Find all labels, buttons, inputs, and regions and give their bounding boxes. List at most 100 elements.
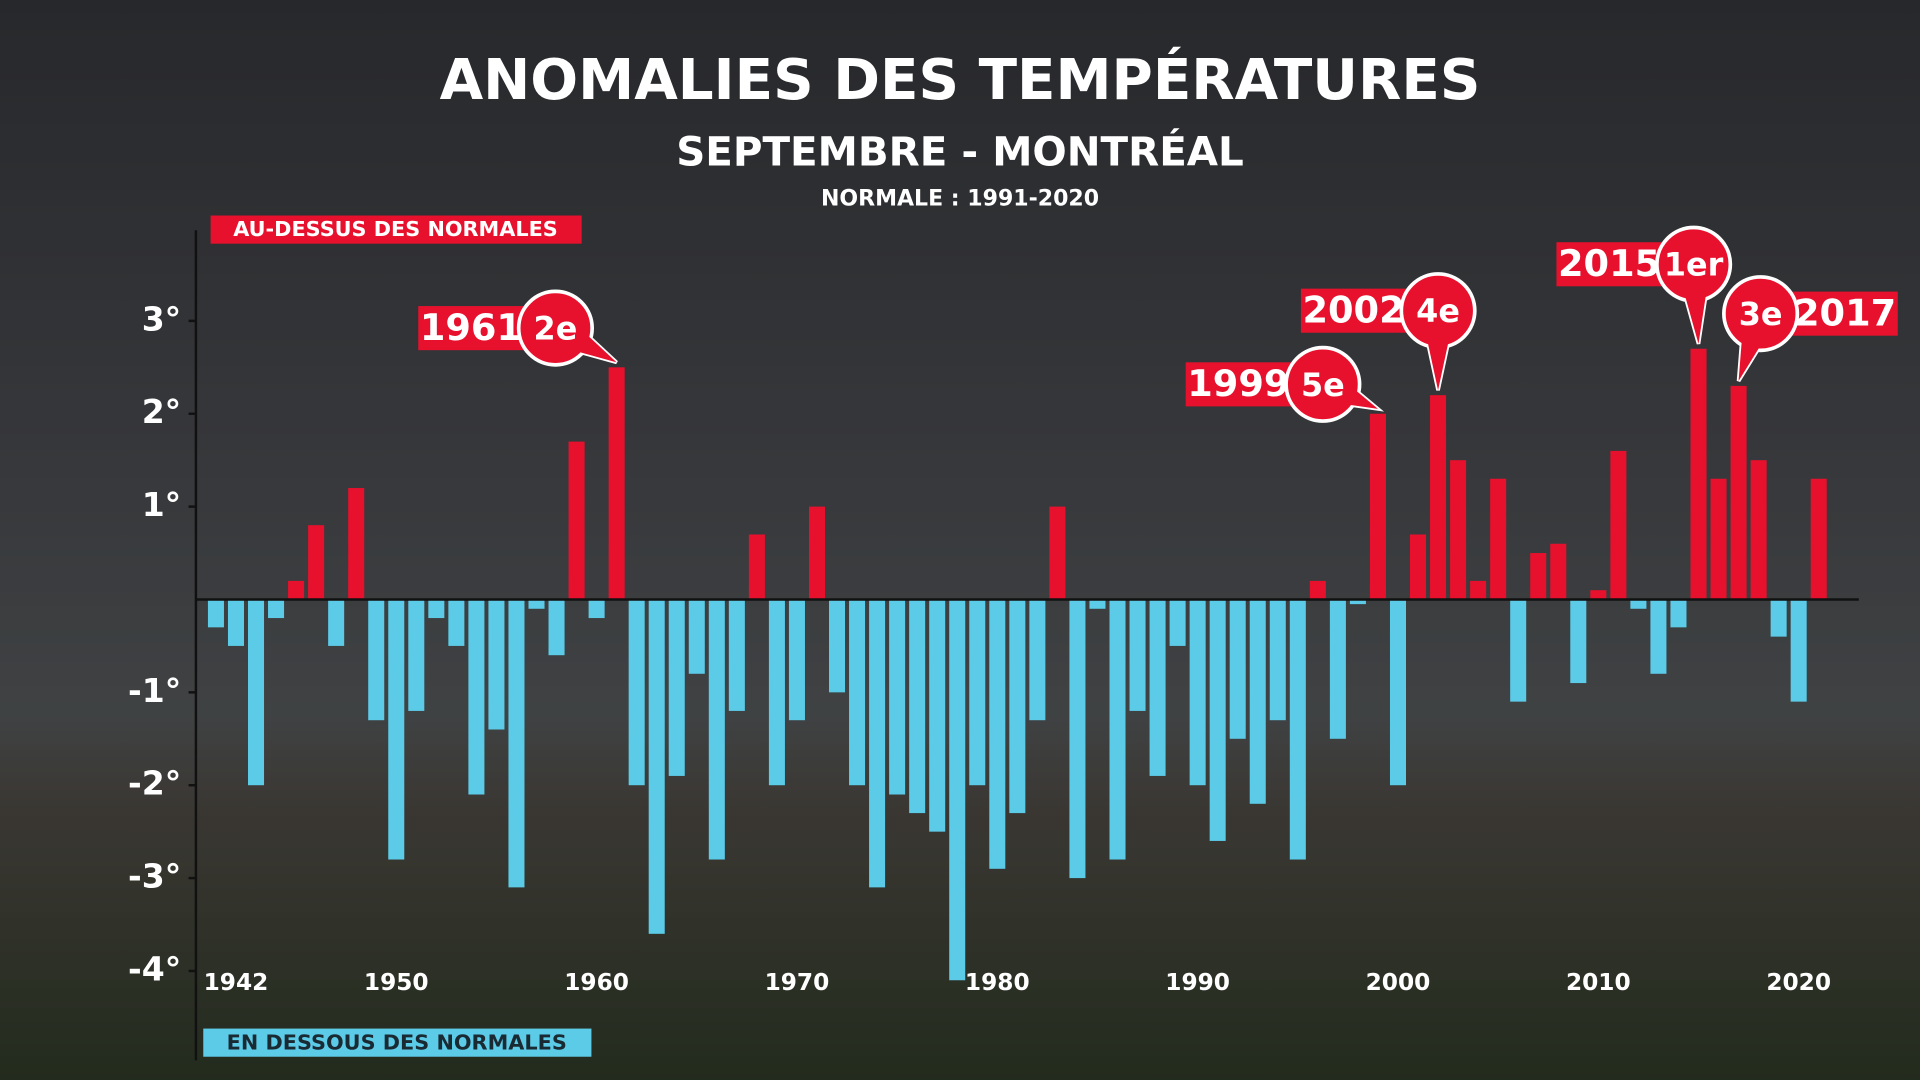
annotation-rank: 2e — [534, 310, 578, 348]
bar — [1049, 506, 1066, 600]
annotation-label-box — [418, 306, 524, 351]
bar — [1229, 599, 1246, 739]
annotation-rank: 1er — [1664, 246, 1724, 284]
chart-title: ANOMALIES DES TEMPÉRATURES — [440, 45, 1481, 113]
bar — [849, 599, 866, 786]
bar — [1430, 395, 1447, 600]
bar — [1750, 460, 1767, 600]
bar — [488, 599, 505, 730]
bar — [1269, 599, 1286, 721]
annotation-pointer-fill — [547, 313, 617, 363]
annotation-rank: 5e — [1301, 366, 1345, 404]
y-tick-label: -4° — [128, 949, 181, 988]
bar — [829, 599, 846, 693]
y-tick-label: -3° — [128, 857, 181, 896]
bar — [288, 580, 305, 600]
x-tick-label: 1990 — [1165, 969, 1230, 996]
bar — [708, 599, 725, 860]
bar — [568, 441, 585, 600]
bar — [889, 599, 906, 795]
x-tick-label: 2010 — [1566, 969, 1631, 996]
bar — [1349, 599, 1366, 605]
bar — [788, 599, 805, 721]
bar — [628, 599, 645, 786]
bar — [308, 525, 325, 600]
bar — [528, 599, 545, 609]
bar — [328, 599, 345, 646]
bar — [808, 506, 825, 600]
y-tick-label: -1° — [128, 671, 181, 710]
annotation-rank: 4e — [1416, 292, 1460, 330]
bar — [768, 599, 785, 786]
bar — [508, 599, 525, 888]
bar — [1710, 478, 1727, 600]
x-tick-label: 1980 — [965, 969, 1030, 996]
chart-note: NORMALE : 1991-2020 — [821, 187, 1099, 212]
bar — [1450, 460, 1467, 600]
bar — [1770, 599, 1787, 637]
bar — [1089, 599, 1106, 609]
bar — [1470, 580, 1487, 600]
bar — [1510, 599, 1527, 702]
bar — [1069, 599, 1086, 879]
annotation-label-box — [1300, 288, 1407, 333]
bar — [1670, 599, 1687, 628]
bar — [448, 599, 465, 646]
below-label-box — [203, 1028, 592, 1057]
bar — [227, 599, 245, 646]
bar — [1610, 450, 1627, 600]
annotation-label: 1999 — [1187, 362, 1289, 405]
bar — [1249, 599, 1266, 804]
annotation-label: 2017 — [1794, 291, 1896, 334]
bar — [368, 599, 385, 721]
bar — [1129, 599, 1146, 711]
bar — [1590, 590, 1607, 600]
y-tick-label: 3° — [142, 299, 182, 338]
bar — [1790, 599, 1807, 702]
bar — [1690, 348, 1707, 600]
bar — [1309, 580, 1326, 600]
x-tick-label: 2020 — [1766, 969, 1831, 996]
annotation-label: 2002 — [1302, 288, 1404, 331]
bar — [668, 599, 685, 776]
bar — [949, 599, 966, 981]
bar — [468, 599, 485, 795]
annotation-label: 2015 — [1558, 242, 1660, 285]
bar — [1389, 599, 1406, 786]
bar — [1630, 599, 1647, 609]
y-tick-label: -2° — [128, 764, 181, 803]
bar — [588, 599, 605, 619]
bar — [548, 599, 565, 656]
annotation-pointer-fill — [1315, 368, 1378, 409]
bar — [248, 599, 265, 786]
bar — [268, 599, 285, 619]
bar — [728, 599, 745, 711]
x-tick-label: 1970 — [765, 969, 830, 996]
bar — [1209, 599, 1226, 841]
annotation-badge — [1722, 275, 1800, 353]
below-label: EN DESSOUS DES NORMALES — [227, 1030, 567, 1054]
bar — [1730, 385, 1747, 600]
y-tick-label: 2° — [142, 392, 182, 431]
above-label-box — [210, 215, 582, 244]
bar — [989, 599, 1006, 869]
bar — [1650, 599, 1667, 674]
bar — [688, 599, 705, 674]
bar — [608, 367, 625, 600]
bar — [1149, 599, 1166, 776]
bar — [648, 599, 665, 934]
x-tick-label: 1942 — [204, 969, 269, 996]
annotation-label-box — [1792, 291, 1898, 336]
bar — [1810, 478, 1827, 600]
bar — [388, 599, 405, 860]
bar — [1490, 478, 1507, 600]
bar — [1530, 553, 1547, 600]
bar — [1169, 599, 1186, 646]
y-tick-label: 1° — [142, 485, 182, 524]
bar — [929, 599, 946, 832]
bar — [348, 488, 365, 600]
x-tick-label: 2000 — [1366, 969, 1431, 996]
annotation-pointer-fill — [1420, 310, 1456, 391]
annotation-label: 1961 — [420, 306, 522, 349]
